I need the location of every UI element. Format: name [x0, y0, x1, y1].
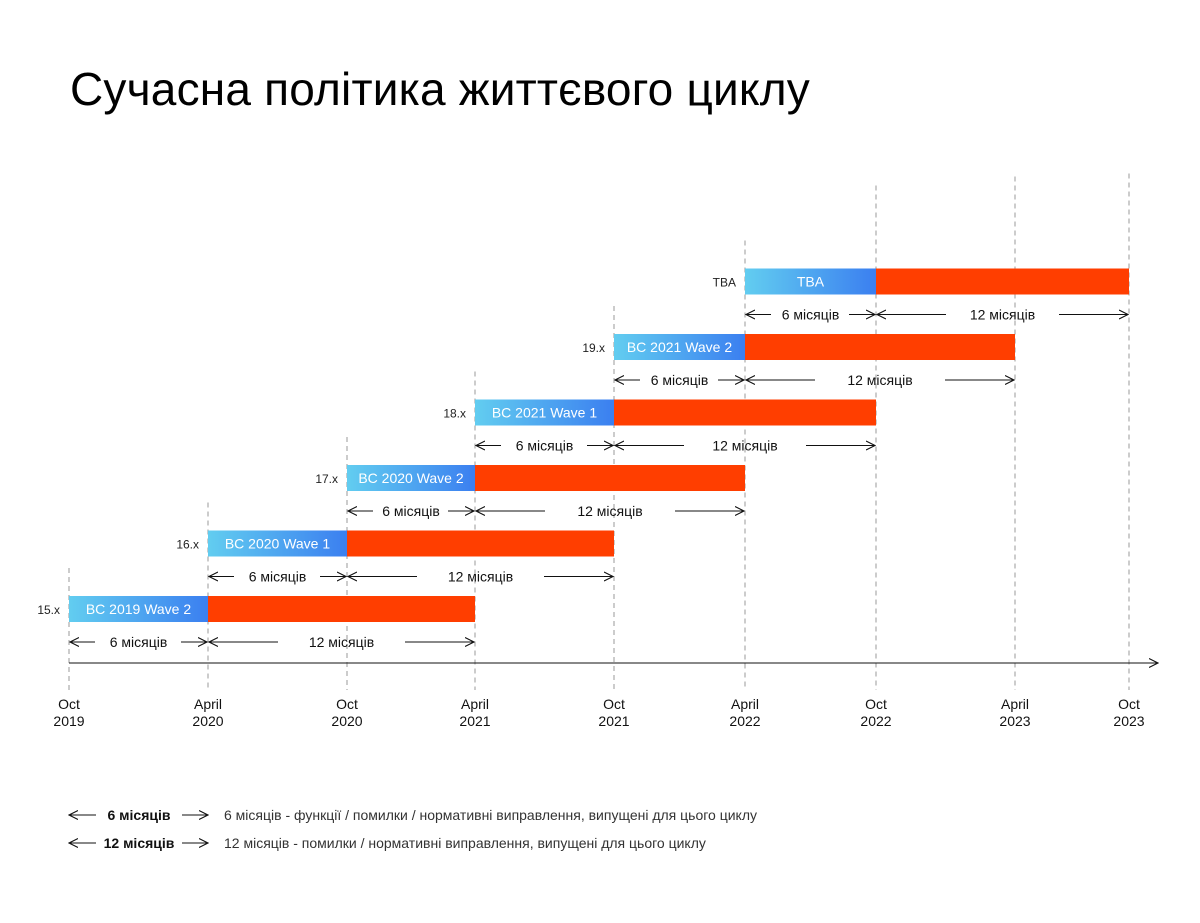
phase1-bar — [614, 334, 745, 360]
phase2-duration-label: 12 місяців — [309, 634, 374, 650]
phase2-duration-label: 12 місяців — [448, 569, 513, 585]
release-name-label: BC 2021 Wave 2 — [627, 339, 733, 355]
phase1-duration-label: 6 місяців — [516, 438, 574, 454]
phase2-duration-label: 12 місяців — [847, 372, 912, 388]
tick-label-month: Oct — [1118, 696, 1140, 712]
legend-12-months-description: 12 місяців - помилки / нормативні виправ… — [224, 835, 706, 851]
version-label: 15.x — [37, 603, 60, 617]
version-label: TBA — [713, 276, 736, 290]
legend-12-months-symbol: 12 місяців — [68, 833, 210, 853]
double-arrow-icon — [68, 805, 210, 825]
page-title: Сучасна політика життєвого циклу — [70, 63, 810, 115]
tick-label-year: 2023 — [1113, 713, 1144, 729]
legend-6-months-description: 6 місяців - функції / помилки / норматив… — [224, 807, 758, 823]
phase2-bar — [745, 334, 1015, 360]
tick-label-month: Oct — [603, 696, 625, 712]
phase2-bar — [208, 596, 475, 622]
phase2-bar — [475, 465, 745, 491]
version-label: 19.x — [582, 341, 605, 355]
double-arrow-icon — [68, 833, 210, 853]
phase1-duration-label: 6 місяців — [249, 569, 307, 585]
tick-label-year: 2021 — [598, 713, 629, 729]
version-label: 18.x — [443, 407, 466, 421]
tick-label-month: April — [731, 696, 759, 712]
tick-label-month: April — [461, 696, 489, 712]
legend-6-months-label: 6 місяців — [107, 807, 171, 823]
tick-label-month: Oct — [58, 696, 80, 712]
release-name-label: BC 2020 Wave 1 — [225, 536, 331, 552]
phase1-bar — [745, 268, 876, 295]
release-name-label: BC 2021 Wave 1 — [492, 405, 598, 421]
phase1-duration-label: 6 місяців — [651, 372, 709, 388]
tick-label-year: 2023 — [999, 713, 1030, 729]
phase1-bar — [347, 465, 475, 491]
phase1-bar — [208, 530, 347, 557]
legend-item-12-months: 12 місяців 12 місяців - помилки / нормат… — [68, 833, 706, 853]
phase1-duration-label: 6 місяців — [110, 634, 168, 650]
tick-label-year: 2022 — [729, 713, 760, 729]
release-name-label: TBA — [797, 274, 825, 290]
release-name-label: BC 2020 Wave 2 — [358, 470, 464, 486]
phase2-duration-label: 12 місяців — [577, 503, 642, 519]
tick-label-year: 2019 — [53, 713, 84, 729]
legend-12-months-label: 12 місяців — [103, 835, 175, 851]
phase1-duration-label: 6 місяців — [782, 307, 840, 323]
tick-label-year: 2020 — [192, 713, 223, 729]
phase1-duration-label: 6 місяців — [382, 503, 440, 519]
phase2-duration-label: 12 місяців — [970, 307, 1035, 323]
legend-6-months-symbol: 6 місяців — [68, 805, 210, 825]
version-label: 17.x — [315, 472, 338, 486]
tick-label-month: April — [194, 696, 222, 712]
legend-item-6-months: 6 місяців 6 місяців - функції / помилки … — [68, 805, 757, 825]
tick-label-month: April — [1001, 696, 1029, 712]
tick-label-year: 2021 — [459, 713, 490, 729]
release-name-label: BC 2019 Wave 2 — [86, 601, 192, 617]
phase2-duration-label: 12 місяців — [712, 438, 777, 454]
tick-label-month: Oct — [336, 696, 358, 712]
phase1-bar — [475, 399, 614, 426]
phase2-bar — [614, 399, 876, 426]
tick-label-year: 2022 — [860, 713, 891, 729]
version-label: 16.x — [176, 538, 199, 552]
phase1-bar — [69, 596, 208, 622]
phase2-bar — [876, 268, 1129, 295]
tick-label-year: 2020 — [331, 713, 362, 729]
phase2-bar — [347, 530, 614, 557]
tick-label-month: Oct — [865, 696, 887, 712]
